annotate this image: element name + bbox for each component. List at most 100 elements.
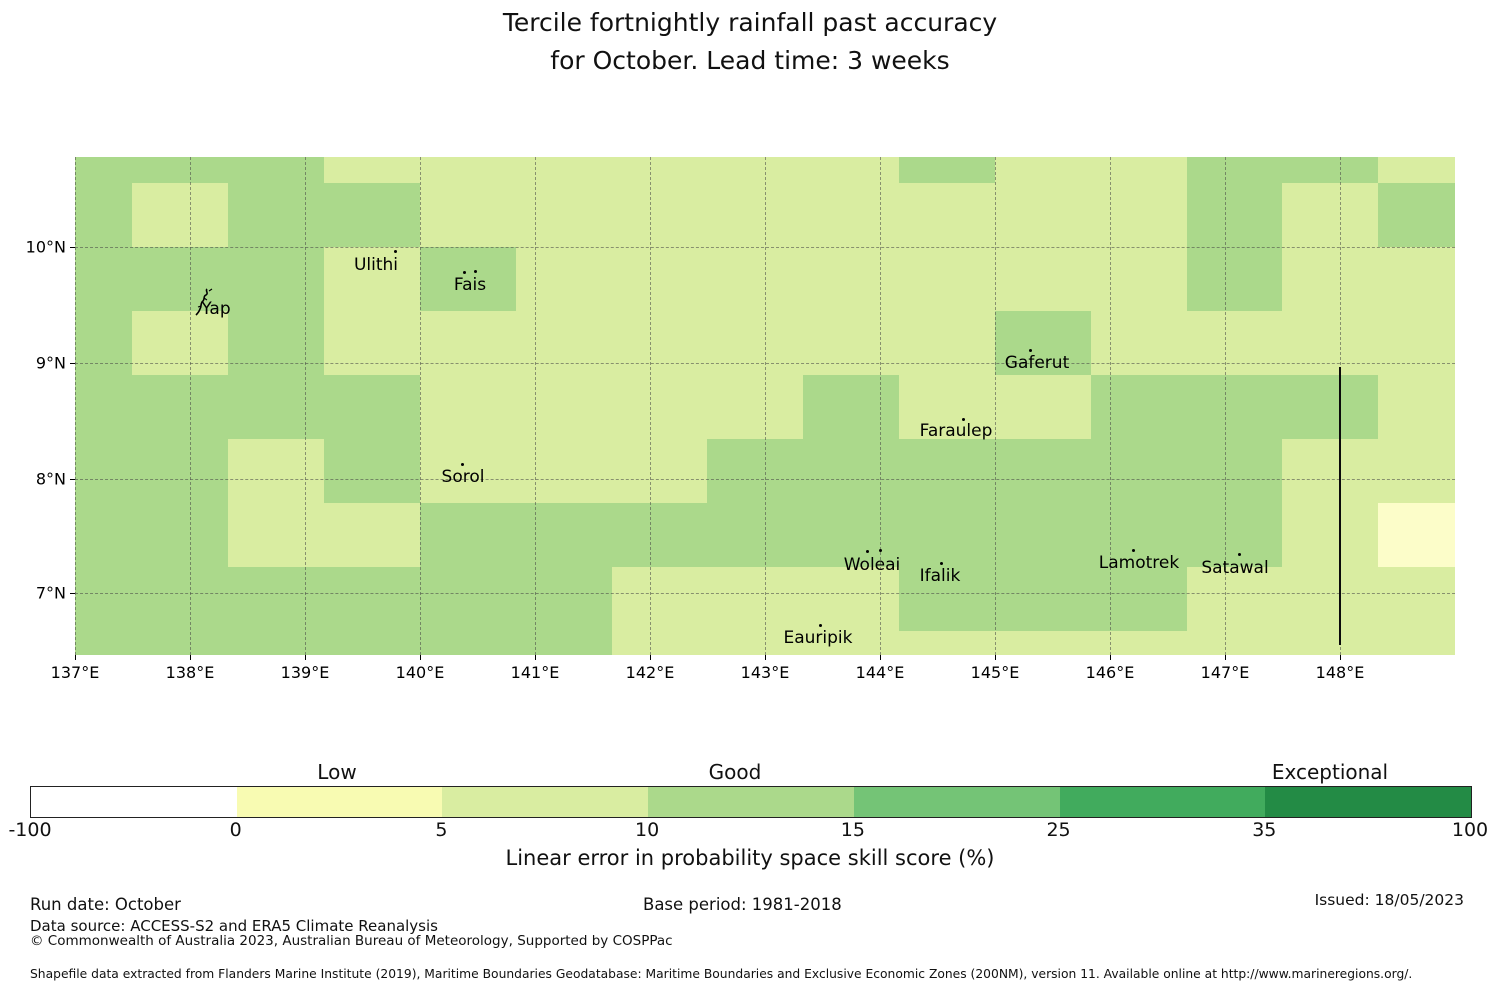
map-cell [228,567,324,631]
map-cell [1091,311,1187,375]
x-tick-label: 142°E [625,663,675,682]
y-tick-label: 7°N [35,583,66,603]
map-cell [995,375,1091,439]
map-cell [995,311,1091,375]
island-dot [866,550,869,553]
map-cell [516,503,612,567]
map-cell [1282,311,1378,375]
x-tick-label: 137°E [50,663,100,682]
map-cell [324,157,420,183]
x-axis-tick [420,655,421,660]
map-cell [132,503,228,567]
gridline-vertical [190,157,191,655]
map-cell [995,631,1091,655]
gridline-vertical [1110,157,1111,655]
base-period-text: Base period: 1981-2018 [643,895,842,914]
island-dot [474,270,477,273]
map-cell [612,631,707,655]
x-axis-tick [75,655,76,660]
map-cell [228,157,324,183]
colorbar-category-label: Exceptional [1271,760,1389,784]
map-cell [707,439,803,503]
x-axis-tick [190,655,191,660]
gridline-horizontal [75,593,1455,594]
island-dot [461,463,464,466]
colorbar-tick-label: 25 [1046,819,1071,841]
y-tick-label: 8°N [35,469,66,489]
island-label-satawal: Satawal [1201,558,1269,578]
map-cell [1187,567,1282,631]
map-cell [75,183,132,247]
island-dot [1132,549,1135,552]
map-cell [1187,375,1282,439]
map-cell [228,311,324,375]
map-cell [1282,157,1378,183]
map-cell [75,157,132,183]
map-cell [1282,183,1378,247]
map-cell [1187,631,1282,655]
gridline-horizontal [75,247,1455,248]
map-cell [899,247,995,311]
island-label-gaferut: Gaferut [1004,353,1070,373]
map-cell [1378,503,1455,567]
gridline-vertical [650,157,651,655]
map-cell [707,503,803,567]
map-cell [1091,567,1187,631]
map-cell [612,311,707,375]
island-label-sorol: Sorol [441,467,485,487]
map-cell [899,567,995,631]
map-cell [803,311,899,375]
y-axis-tick [70,247,75,248]
island-label-lamotrek: Lamotrek [1098,553,1180,573]
colorbar-segment [236,787,443,817]
x-axis-tick [1110,655,1111,660]
map-cell [1091,375,1187,439]
map-cell [228,439,324,503]
map-cell [420,183,516,247]
colorbar-tick-label: 15 [840,819,865,841]
island-label-yap: Yap [201,299,231,319]
map-cell [75,439,132,503]
map-cell [1091,183,1187,247]
map-cell [899,157,995,183]
gridline-vertical [880,157,881,655]
map-cell [132,157,228,183]
map-cell [707,311,803,375]
y-tick-label: 10°N [25,237,66,257]
map-cell [516,375,612,439]
map-cell [803,567,899,631]
chart-title: Tercile fortnightly rainfall past accura… [0,4,1500,80]
map-cell [75,503,132,567]
island-dot [1029,349,1032,352]
map-cell [995,567,1091,631]
x-tick-label: 146°E [1085,663,1135,682]
map-cell [899,375,995,439]
map-cell [1282,439,1378,503]
map-cell [1378,247,1455,311]
x-axis-tick [535,655,536,660]
eez-boundary-line [1339,367,1341,645]
map-cell [899,439,995,503]
map-cell [228,183,324,247]
map-cell [132,631,228,655]
gridline-vertical [305,157,306,655]
map-cell [899,183,995,247]
map-cell [132,375,228,439]
colorbar-tick-label: -100 [8,819,52,841]
y-axis-tick [70,363,75,364]
map-cell [75,375,132,439]
map-cell [324,311,420,375]
map-cell [612,247,707,311]
map-cell [324,183,420,247]
map-cell [803,631,899,655]
x-tick-label: 144°E [855,663,905,682]
map-cell [516,439,612,503]
map-cell [132,439,228,503]
x-tick-label: 148°E [1315,663,1365,682]
x-tick-label: 145°E [970,663,1020,682]
x-axis-tick [765,655,766,660]
shapefile-attribution-text: Shapefile data extracted from Flanders M… [30,967,1413,981]
map-cell [1378,183,1455,247]
map-cell [75,247,132,311]
map-cell [707,157,803,183]
